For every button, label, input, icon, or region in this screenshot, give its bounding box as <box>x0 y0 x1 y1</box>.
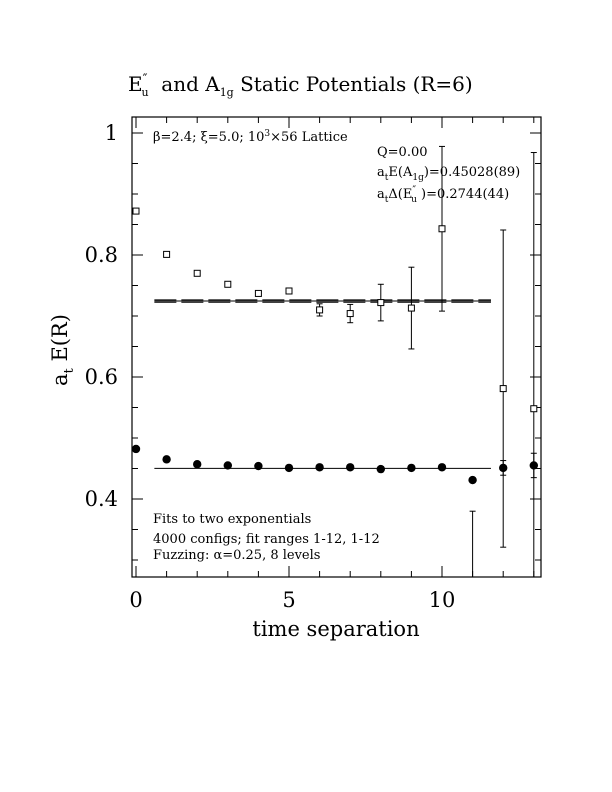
square-point <box>407 304 415 312</box>
square-point <box>163 250 171 258</box>
chart-title: E″ u and A1g Static Potentials (R=6) <box>128 72 473 99</box>
square-point <box>224 280 232 288</box>
circle-point <box>437 463 447 472</box>
square-point <box>132 207 140 215</box>
x-tick-label: 10 <box>429 588 456 612</box>
square-point <box>377 299 385 307</box>
fit-lines <box>154 299 491 469</box>
y-tick-label: 1 <box>105 121 118 145</box>
circle-point <box>529 461 538 470</box>
circle-point <box>162 455 171 464</box>
plot-frame <box>131 116 542 578</box>
energy-annotation: atE(A1g)=0.45028(89) <box>377 165 520 183</box>
y-tick-label: 0.8 <box>85 243 118 267</box>
circle-point <box>223 461 232 470</box>
x-tick-label: 0 <box>129 588 142 612</box>
square-point <box>285 287 293 295</box>
square-point <box>254 289 262 297</box>
lattice-annotation: β=2.4; ξ=5.0; 103×56 Lattice <box>153 129 348 145</box>
circle-point <box>284 463 294 473</box>
fuzzing-annotation: Fuzzing: α=0.25, 8 levels <box>153 548 320 563</box>
square-point <box>438 225 446 233</box>
y-tick-label: 0.6 <box>85 365 118 389</box>
square-point <box>346 310 354 318</box>
x-axis-label: time separation <box>252 617 419 641</box>
square-point <box>193 269 201 277</box>
circle-point <box>376 464 385 474</box>
circle-point <box>407 463 416 473</box>
y-axis-label: at E(R) <box>48 314 77 386</box>
square-point <box>316 306 324 314</box>
q-annotation: Q=0.00 <box>377 145 428 160</box>
fits-annotation: Fits to two exponentials <box>153 512 311 527</box>
square-point <box>499 385 507 393</box>
gap-annotation: atΔ(E″ u )=0.2744(44) <box>377 185 509 205</box>
circle-point <box>468 475 477 485</box>
square-point <box>530 405 538 413</box>
circle-point <box>499 463 508 473</box>
data-points <box>131 145 538 577</box>
circle-point <box>193 460 202 469</box>
circle-point <box>254 461 263 471</box>
circle-point <box>315 463 324 472</box>
y-tick-label: 0.4 <box>85 487 118 511</box>
circle-point <box>131 444 141 454</box>
x-tick-label: 5 <box>282 588 295 612</box>
configs-annotation: 4000 configs; fit ranges 1-12, 1-12 <box>153 532 380 547</box>
circle-point <box>346 463 355 472</box>
